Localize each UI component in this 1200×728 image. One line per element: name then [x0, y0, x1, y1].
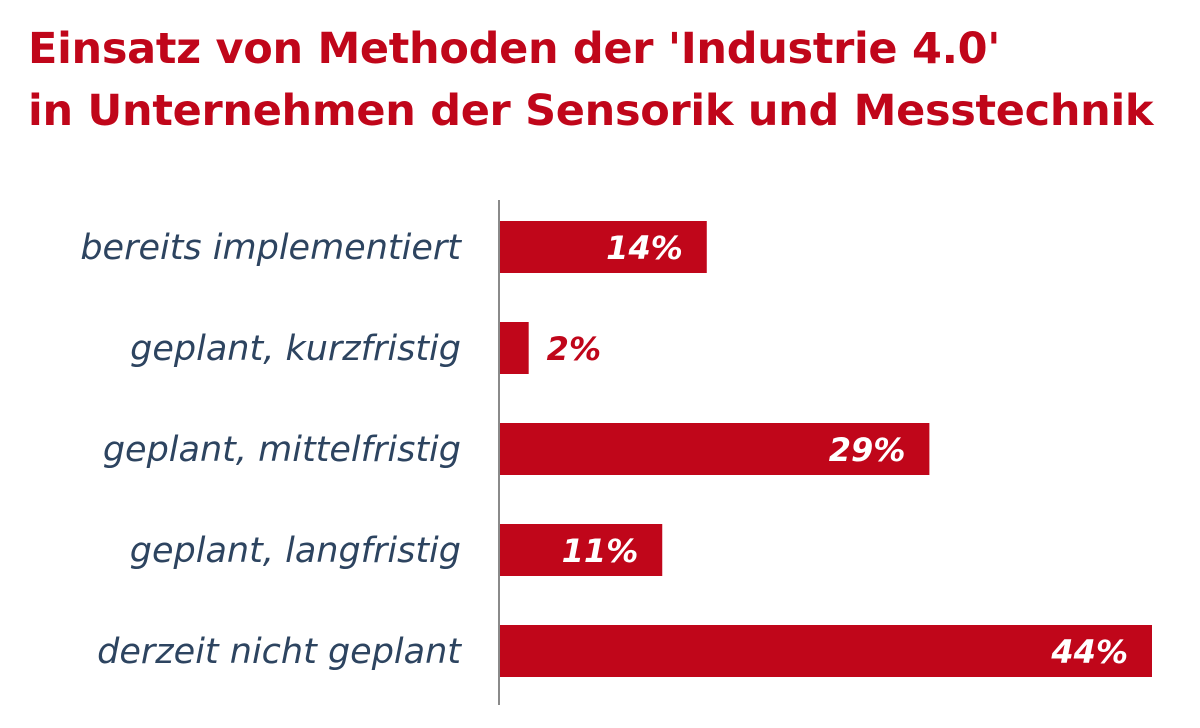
bar — [499, 423, 930, 475]
chart-title-line-1: Einsatz von Methoden der 'Industrie 4.0' — [28, 24, 1001, 74]
category-label: geplant, langfristig — [130, 531, 461, 571]
chart-title: Einsatz von Methoden der 'Industrie 4.0'… — [28, 18, 1200, 142]
bar — [499, 625, 1152, 677]
category-label: derzeit nicht geplant — [97, 632, 462, 672]
data-label: 11% — [562, 532, 639, 570]
data-label: 44% — [1050, 633, 1128, 671]
chart-title-line-2: in Unternehmen der Sensorik und Messtech… — [28, 86, 1154, 136]
category-label: geplant, kurzfristig — [130, 329, 461, 369]
data-label: 29% — [829, 431, 906, 469]
data-label: 14% — [606, 229, 683, 267]
bar — [499, 524, 663, 576]
bar — [499, 322, 529, 374]
bar — [499, 221, 707, 273]
data-label: 2% — [547, 330, 601, 368]
category-label: bereits implementiert — [80, 228, 462, 268]
category-label: geplant, mittelfristig — [103, 430, 461, 470]
